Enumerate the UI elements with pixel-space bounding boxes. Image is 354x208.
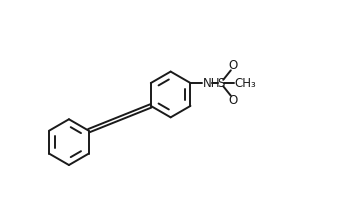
Text: CH₃: CH₃ bbox=[235, 77, 256, 89]
Text: S: S bbox=[217, 77, 225, 89]
Text: O: O bbox=[228, 94, 238, 107]
Text: NH: NH bbox=[202, 77, 220, 89]
Text: O: O bbox=[228, 59, 238, 72]
